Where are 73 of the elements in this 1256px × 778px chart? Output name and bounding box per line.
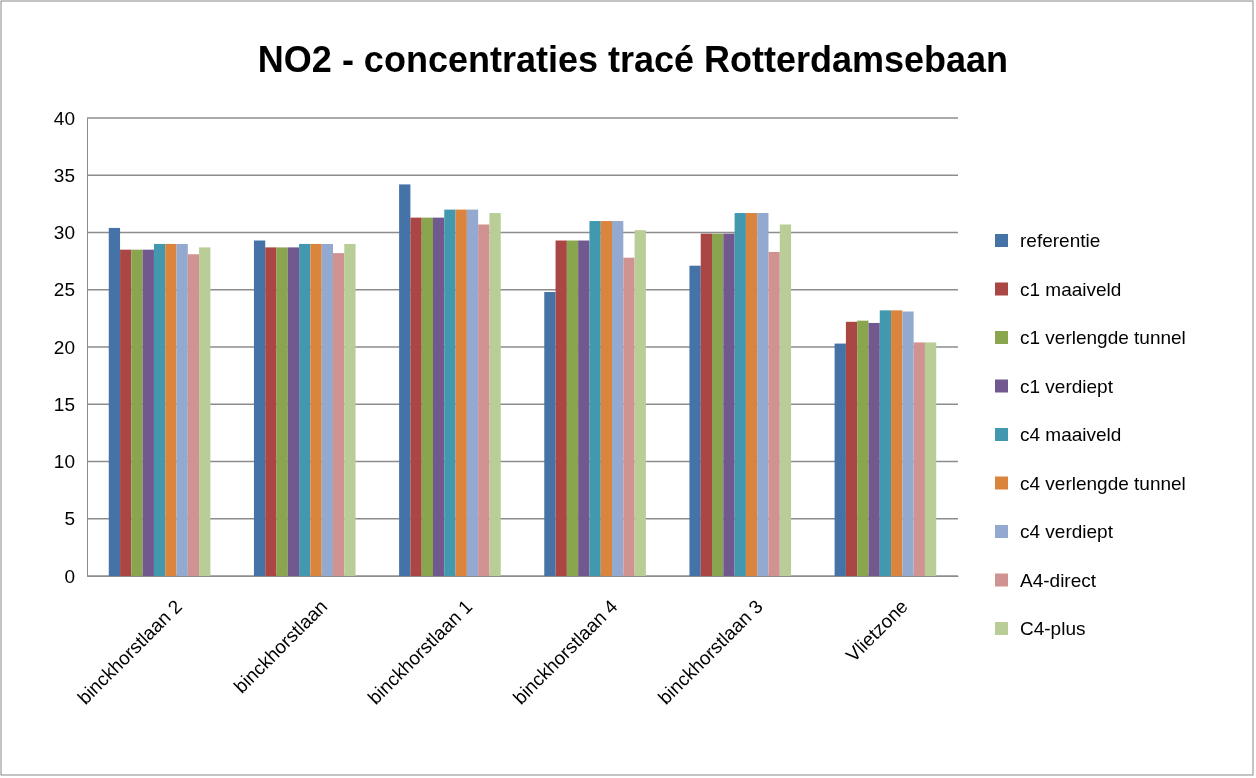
legend-label: A4-direct [1020, 569, 1097, 591]
bar [276, 247, 288, 576]
legend-label: c1 verlengde tunnel [1020, 327, 1186, 348]
y-tick-label: 35 [53, 164, 75, 186]
bar [131, 249, 143, 576]
bar [544, 292, 556, 576]
bar [344, 243, 356, 576]
bar [176, 243, 188, 576]
bar [868, 322, 880, 576]
y-tick-label: 40 [53, 107, 75, 129]
bar [845, 321, 858, 576]
bar [768, 251, 780, 576]
bar [253, 240, 266, 576]
y-tick-label: 5 [64, 508, 75, 530]
bar [924, 342, 937, 576]
bar [589, 221, 601, 576]
bar [734, 213, 746, 576]
bar [466, 209, 479, 576]
bar [902, 311, 914, 576]
bar [120, 249, 132, 576]
bar [432, 217, 445, 576]
legend-label: c4 verlengde tunnel [1020, 472, 1186, 494]
y-tick-label: 20 [53, 336, 75, 358]
bar [287, 247, 300, 576]
bar [153, 243, 166, 576]
bar [612, 221, 624, 576]
y-tick-label: 10 [53, 451, 75, 473]
bar [142, 249, 154, 576]
bar [779, 224, 792, 576]
bar [879, 310, 892, 576]
bar [891, 310, 903, 576]
bar [745, 213, 758, 576]
bar [421, 217, 433, 576]
bar [265, 247, 277, 576]
bar [712, 233, 724, 576]
bar [757, 213, 769, 576]
y-tick-label: 15 [53, 393, 75, 415]
bar [600, 221, 613, 576]
bar [578, 240, 590, 576]
y-tick-label: 30 [53, 222, 75, 244]
bar [399, 184, 411, 576]
y-tick-label: 25 [53, 279, 75, 301]
bar [165, 243, 177, 576]
bar [723, 233, 735, 576]
bar [566, 240, 579, 576]
bar [623, 257, 635, 576]
bar [108, 227, 121, 576]
bar [199, 247, 211, 576]
legend-label: C4-plus [1020, 618, 1086, 639]
legend-label: referentie [1020, 230, 1101, 251]
y-tick-label: 0 [64, 565, 75, 587]
bar [321, 243, 333, 576]
legend-label: c1 maaiveld [1020, 278, 1122, 300]
bar [478, 224, 490, 576]
bar [857, 320, 869, 576]
legend-label: c1 verdiept [1020, 375, 1114, 397]
bar [299, 243, 311, 576]
bar [410, 217, 422, 576]
bar [700, 233, 713, 576]
chart-title: NO2 - concentraties tracé Rotterdamsebaan [257, 39, 1009, 80]
legend-label: c4 verdiept [1020, 521, 1114, 542]
bar [634, 230, 646, 576]
bar [332, 253, 345, 576]
bar [310, 243, 322, 576]
bar [489, 213, 501, 576]
bar [834, 343, 846, 576]
bar [913, 342, 925, 576]
bar [455, 209, 467, 576]
bar [444, 209, 456, 576]
bar [689, 265, 701, 576]
bar [555, 240, 567, 576]
legend-label: c4 maaiveld [1020, 424, 1122, 445]
bar [187, 254, 200, 576]
